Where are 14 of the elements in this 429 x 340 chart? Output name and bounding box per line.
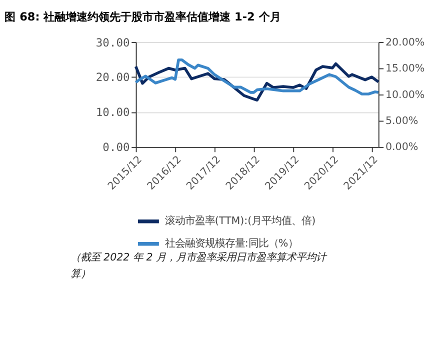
y-tick-label: 0.00 bbox=[102, 141, 130, 154]
y2-tick-label: 15.00% bbox=[385, 62, 425, 75]
y2-tick-label: 0.00% bbox=[385, 141, 418, 154]
text: （截至 2022 年 2 月，月市盈率采用日市盈率算术平均计算） bbox=[70, 251, 328, 280]
legend-label: 社会融资规模存量:同比（%） bbox=[164, 238, 298, 250]
y2-tick-label: 20.00% bbox=[385, 36, 425, 48]
y-tick-label: 20.00 bbox=[96, 71, 130, 84]
y-tick-label: 10.00 bbox=[96, 106, 130, 120]
y2-tick-label: 10.00% bbox=[385, 88, 425, 101]
y2-tick-label: 5.00% bbox=[385, 115, 418, 128]
legend-label: 滚动市盈率(TTM):(月平均值、倍) bbox=[164, 215, 316, 228]
line-series bbox=[134, 58, 380, 96]
chart-title: 图 68: 社融增速约领先于股市市盈率估值增速 1-2 个月 bbox=[4, 10, 281, 24]
y-tick-label: 30.00 bbox=[96, 36, 130, 50]
